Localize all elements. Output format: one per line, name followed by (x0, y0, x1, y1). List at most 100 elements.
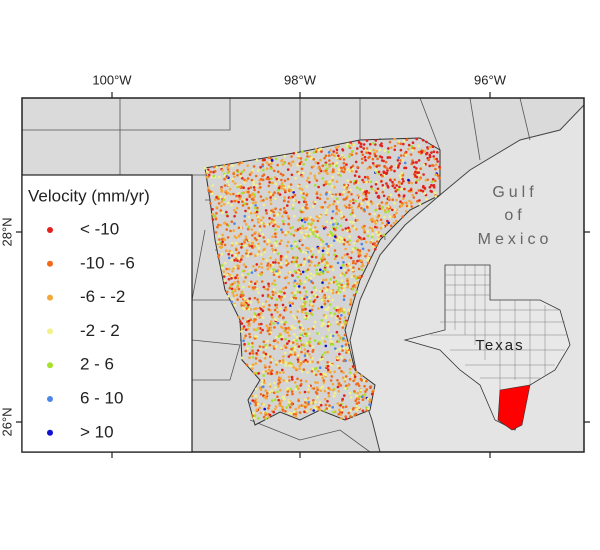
velocity-point (334, 212, 338, 216)
velocity-point (219, 187, 223, 190)
velocity-point (248, 282, 251, 285)
velocity-point (355, 152, 358, 155)
velocity-point (278, 359, 282, 363)
velocity-point (307, 402, 310, 406)
velocity-point (263, 357, 267, 360)
velocity-point (289, 226, 292, 230)
velocity-point (334, 193, 338, 196)
velocity-point (308, 225, 312, 228)
velocity-point (236, 298, 239, 301)
velocity-point (295, 245, 299, 248)
velocity-point (306, 327, 310, 331)
velocity-point (371, 233, 375, 236)
velocity-point (332, 150, 336, 153)
velocity-point (318, 273, 321, 276)
velocity-point (349, 188, 352, 192)
velocity-point (328, 362, 332, 366)
velocity-point (286, 215, 290, 218)
velocity-point (237, 234, 241, 237)
velocity-point (286, 240, 290, 244)
velocity-point (227, 163, 230, 167)
velocity-point (289, 310, 293, 314)
velocity-point (266, 372, 270, 375)
velocity-point (258, 316, 262, 319)
velocity-point (230, 251, 234, 254)
velocity-point (220, 237, 224, 241)
legend-swatch (47, 362, 53, 369)
velocity-point (270, 372, 273, 376)
velocity-point (248, 297, 251, 300)
velocity-point (256, 253, 259, 256)
velocity-point (212, 165, 216, 169)
velocity-point (257, 300, 260, 304)
velocity-point (311, 345, 315, 348)
velocity-point (305, 194, 309, 197)
velocity-point (321, 253, 325, 257)
velocity-point (301, 224, 304, 228)
velocity-point (252, 264, 255, 268)
velocity-point (309, 223, 313, 226)
velocity-point (401, 177, 405, 181)
velocity-point (418, 199, 421, 202)
velocity-point (293, 193, 297, 197)
velocity-point (291, 256, 295, 259)
velocity-point (257, 247, 261, 250)
velocity-point (360, 265, 364, 268)
velocity-point (311, 357, 314, 360)
velocity-point (294, 387, 298, 391)
velocity-point (427, 158, 431, 161)
velocity-point (299, 249, 303, 253)
velocity-point (218, 234, 221, 238)
velocity-point (230, 258, 234, 262)
velocity-point (368, 152, 372, 155)
velocity-point (259, 393, 263, 396)
velocity-point (242, 263, 246, 266)
velocity-point (343, 204, 347, 207)
velocity-point (270, 399, 274, 403)
velocity-point (287, 281, 291, 285)
velocity-point (384, 160, 388, 164)
velocity-point (391, 180, 394, 184)
velocity-point (313, 339, 317, 342)
velocity-point (412, 161, 415, 164)
velocity-point (270, 315, 274, 319)
velocity-point (386, 167, 389, 170)
velocity-point (385, 206, 389, 210)
velocity-point (343, 320, 346, 323)
velocity-point (253, 245, 256, 248)
velocity-point (421, 138, 425, 142)
velocity-point (323, 258, 327, 261)
velocity-point (321, 322, 325, 325)
velocity-point (334, 279, 338, 283)
velocity-point (291, 302, 295, 305)
velocity-point (237, 256, 241, 260)
velocity-point (266, 339, 269, 343)
velocity-point (265, 324, 269, 328)
velocity-point (339, 174, 342, 177)
velocity-point (326, 270, 329, 274)
velocity-point (323, 299, 326, 303)
velocity-point (232, 192, 235, 196)
velocity-point (294, 415, 298, 418)
velocity-point (294, 256, 298, 259)
velocity-point (400, 182, 404, 185)
velocity-point (313, 174, 317, 178)
velocity-point (410, 181, 414, 185)
velocity-point (259, 359, 263, 363)
velocity-point (287, 162, 291, 165)
velocity-point (301, 196, 305, 199)
velocity-point (211, 208, 214, 211)
velocity-point (257, 326, 260, 330)
velocity-point (308, 344, 312, 348)
velocity-point (386, 219, 389, 223)
velocity-point (233, 303, 237, 307)
velocity-point (268, 413, 272, 417)
velocity-point (283, 291, 286, 295)
velocity-point (410, 205, 414, 208)
velocity-point (268, 332, 271, 336)
velocity-point (259, 311, 263, 315)
velocity-point (232, 267, 235, 270)
velocity-point (238, 242, 241, 246)
velocity-point (231, 180, 235, 183)
velocity-point (289, 164, 293, 167)
